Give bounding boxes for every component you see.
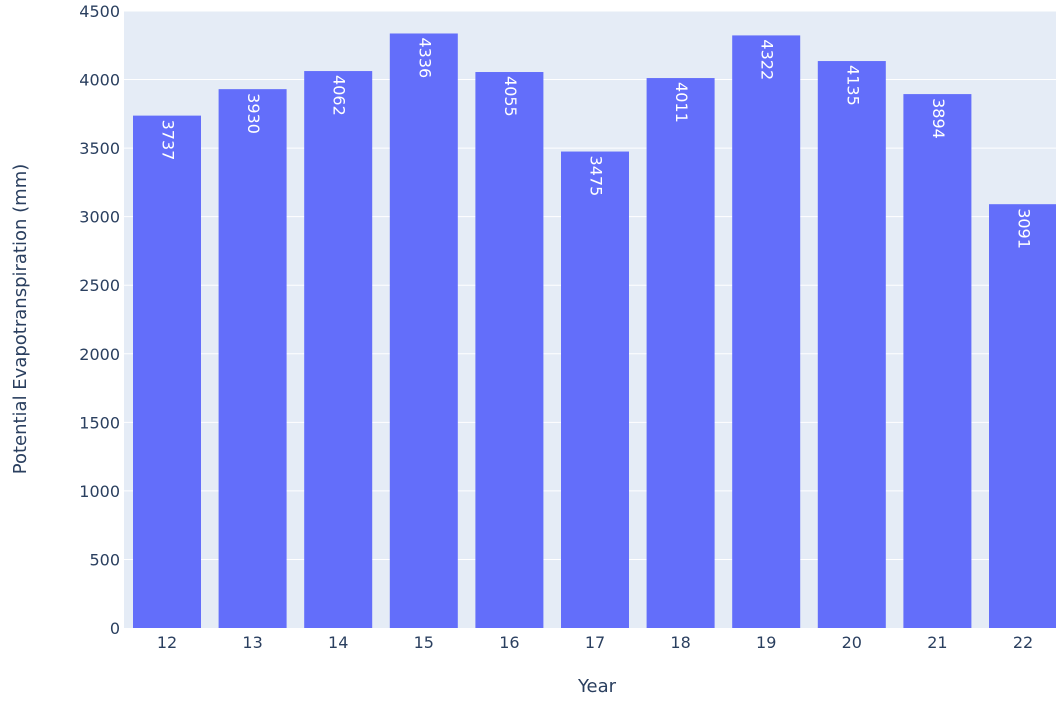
x-axis-title: Year: [577, 676, 617, 697]
bar-data-label: 3475: [587, 156, 606, 197]
x-tick-label: 12: [157, 633, 177, 652]
x-tick-label: 22: [1013, 633, 1033, 652]
y-tick-label: 1500: [79, 413, 120, 432]
x-tick-label: 13: [242, 633, 262, 652]
y-tick-label: 1000: [79, 482, 120, 501]
y-tick-label: 2000: [79, 345, 120, 364]
bar-data-label: 3894: [929, 98, 948, 139]
bar-data-label: 4135: [843, 65, 862, 106]
bar-data-label: 4322: [758, 39, 777, 80]
x-axis-ticks: 12 13 14 15 16 17 18 19 20 21 22: [157, 633, 1033, 652]
bars: [133, 33, 1056, 629]
bar: [989, 204, 1056, 628]
bar: [475, 72, 544, 628]
x-tick-label: 18: [670, 633, 690, 652]
bar-data-label: 3091: [1015, 208, 1034, 249]
bar: [646, 78, 715, 628]
y-tick-label: 2500: [79, 276, 120, 295]
x-tick-label: 14: [328, 633, 348, 652]
x-tick-label: 20: [842, 633, 862, 652]
y-axis-ticks: 0 500 1000 1500 2000 2500 3000 3500 4000 4500: [79, 2, 120, 638]
y-tick-label: 4000: [79, 71, 120, 90]
y-tick-label: 500: [89, 550, 120, 569]
bar: [732, 35, 801, 629]
bar: [389, 33, 458, 629]
bar-data-label: 4055: [501, 76, 520, 117]
x-tick-label: 16: [499, 633, 519, 652]
y-tick-label: 3500: [79, 139, 120, 158]
bar: [817, 61, 886, 629]
x-tick-label: 15: [414, 633, 434, 652]
bar: [133, 115, 201, 628]
x-tick-label: 19: [756, 633, 776, 652]
bar-data-label: 4336: [415, 37, 434, 78]
y-tick-label: 3000: [79, 208, 120, 227]
y-tick-label: 4500: [79, 2, 120, 21]
bar-data-labels: 3737 3930 4062 4336 4055 3475 4011 4322 4135 3894…: [159, 37, 1034, 248]
bar-data-label: 4062: [330, 75, 349, 116]
x-tick-label: 17: [585, 633, 605, 652]
bar: [304, 71, 373, 628]
y-axis-title: Potential Evapotranspiration (mm): [10, 164, 31, 475]
bar-data-label: 3930: [244, 93, 263, 134]
bar-data-label: 3737: [159, 120, 178, 161]
bar: [561, 151, 629, 629]
y-tick-label: 0: [110, 619, 120, 638]
bar: [218, 89, 287, 629]
bar: [903, 94, 972, 628]
bar-data-label: 4011: [672, 82, 691, 123]
x-tick-label: 21: [927, 633, 947, 652]
